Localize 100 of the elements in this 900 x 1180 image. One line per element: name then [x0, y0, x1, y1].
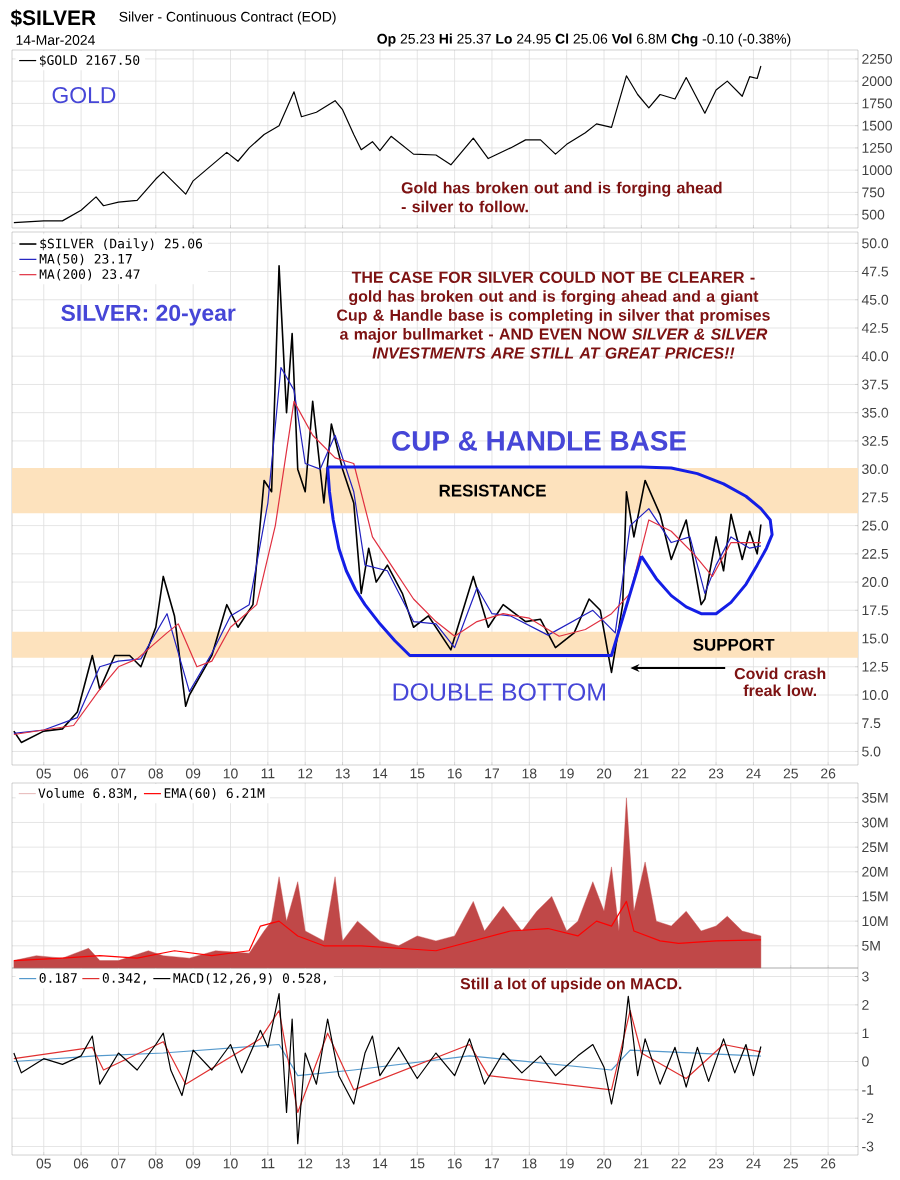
y-tick-label: 750	[862, 187, 885, 198]
x-tick-label: 22	[671, 1158, 686, 1169]
x-tick-label: 06	[73, 768, 89, 779]
x-tick-label: 24	[746, 768, 761, 779]
legend-label: 0.342,	[102, 973, 146, 985]
x-tick-label: 05	[36, 1158, 51, 1169]
legend-label: 0.187	[39, 973, 77, 983]
annotation: Gold has broken out and is forging ahead - silver to follow.	[401, 181, 722, 213]
x-tick-label: 23	[709, 1158, 724, 1169]
x-tick-label: 24	[746, 1158, 761, 1169]
x-tick-label: 12	[298, 1158, 313, 1169]
y-tick-label: 2250	[862, 53, 893, 64]
annotation: DOUBLE BOTTOM	[393, 683, 605, 701]
legend-label: Volume 6.83M,	[38, 787, 137, 800]
y-tick-label: 10M	[862, 916, 888, 927]
legend-label: $GOLD 2167.50	[39, 54, 140, 67]
x-tick-label: 26	[821, 768, 836, 779]
text: Op 25.23 Hi 25.37 Lo 24.95 Cl 25.06 Vol 6.8M Chg -0.10 (-0.38%)	[377, 33, 791, 47]
y-tick-label: 20.0	[862, 577, 889, 588]
y-tick-label: 15.0	[862, 633, 889, 644]
y-tick-label: 50.0	[862, 238, 889, 249]
x-tick-label: 16	[447, 1158, 462, 1169]
y-tick-label: 40.0	[861, 351, 889, 362]
x-tick-label: 09	[185, 768, 201, 779]
x-tick-label: 12	[298, 768, 313, 779]
y-tick-label: 7.5	[862, 718, 881, 729]
y-tick-label: 20M	[862, 866, 888, 877]
annotation: GOLD	[52, 86, 116, 104]
y-tick-label: 1750	[862, 98, 893, 109]
legend-label: $SILVER (Daily) 25.06	[40, 238, 203, 251]
x-tick-label: 25	[783, 768, 798, 779]
y-tick-label: 1000	[862, 165, 893, 176]
y-tick-label: 10.0	[862, 690, 889, 700]
band-label: RESISTANCE	[439, 484, 546, 497]
x-tick-label: 10	[223, 1158, 238, 1169]
y-tick-label: 5.0	[862, 746, 881, 757]
annotation: CUP & HANDLE BASE	[392, 431, 686, 451]
annotation: SILVER: 20-year	[61, 304, 236, 326]
x-tick-label: 25	[783, 1158, 798, 1169]
y-tick-label: 37.5	[862, 379, 889, 390]
x-tick-label: 21	[634, 768, 649, 779]
y-tick-label: 35.0	[862, 407, 889, 418]
x-tick-label: 22	[671, 768, 686, 779]
y-tick-label: 2	[862, 999, 869, 1010]
y-tick-label: 15M	[862, 891, 888, 902]
y-tick-label: 500	[862, 209, 885, 220]
y-tick-label: 45.0	[861, 294, 889, 305]
x-tick-label: 10	[223, 768, 238, 779]
y-tick-label: 5M	[862, 940, 880, 951]
y-tick-label: -2	[862, 1113, 874, 1124]
y-tick-label: 2000	[862, 76, 893, 87]
y-tick-label: 27.5	[862, 492, 889, 503]
x-tick-label: 15	[410, 768, 425, 779]
x-tick-label: 21	[634, 1158, 649, 1169]
x-tick-label: 14	[373, 768, 388, 779]
x-tick-label: 17	[485, 768, 500, 779]
x-tick-label: 08	[148, 1158, 163, 1169]
annotation: Covid crash freak low.	[734, 667, 826, 697]
legend-label: MA(200) 23.47	[39, 269, 140, 281]
y-tick-label: 0	[862, 1056, 869, 1067]
x-tick-label: 07	[111, 768, 126, 779]
x-tick-label: 15	[410, 1158, 425, 1169]
y-tick-label: 32.5	[862, 435, 889, 446]
x-tick-label: 05	[36, 768, 51, 779]
y-tick-label: 30M	[862, 817, 888, 828]
annotation: Still a lot of upside on MACD.	[460, 977, 682, 993]
x-tick-label: 20	[596, 1158, 612, 1169]
x-tick-label: 20	[596, 768, 612, 779]
x-tick-label: 13	[335, 1158, 350, 1169]
x-tick-label: 06	[73, 1158, 89, 1169]
y-tick-label: 12.5	[862, 661, 889, 672]
y-tick-label: 25.0	[862, 520, 889, 531]
x-tick-label: 11	[261, 768, 275, 779]
legend-label: EMA(60) 6.21M	[164, 787, 265, 800]
chart-subtitle: Silver - Continuous Contract (EOD)	[119, 11, 336, 25]
x-tick-label: 17	[485, 1158, 500, 1169]
x-tick-label: 16	[447, 768, 462, 779]
x-tick-label: 19	[559, 768, 574, 779]
legend-label: MACD(12,26,9) 0.528,	[173, 972, 326, 985]
x-tick-label: 19	[559, 1158, 574, 1169]
x-tick-label: 13	[335, 768, 350, 779]
x-tick-label: 07	[111, 1158, 126, 1169]
band-label: SUPPORT	[693, 638, 775, 651]
x-tick-label: 18	[522, 1158, 537, 1169]
y-tick-label: 35M	[862, 792, 888, 803]
x-tick-label: 14	[373, 1158, 388, 1169]
y-tick-label: 1	[862, 1028, 869, 1038]
y-tick-label: 3	[862, 971, 869, 982]
y-tick-label: 1250	[862, 142, 893, 153]
x-tick-label: 26	[821, 1158, 836, 1169]
chart-title: $SILVER	[10, 9, 96, 27]
y-tick-label: 25M	[862, 842, 888, 853]
y-tick-label: 17.5	[862, 605, 889, 616]
y-tick-label: 1500	[862, 120, 893, 131]
x-tick-label: 18	[522, 768, 537, 779]
annotation: THE CASE FOR SILVER COULD NOT BE CLEARER - gold has broken out and is forging ahead and a giant Cup & Handle base is completing in silver that promises a major bullmarket - AND EVEN NOW SILVER & SILVER INVESTMENTS ARE STILL AT GREAT PRICES!!	[337, 271, 770, 359]
y-tick-label: 30.0	[862, 464, 889, 475]
y-tick-label: 42.5	[861, 323, 889, 333]
legend-label: MA(50) 23.17	[39, 253, 132, 266]
x-tick-label: 11	[261, 1158, 275, 1169]
